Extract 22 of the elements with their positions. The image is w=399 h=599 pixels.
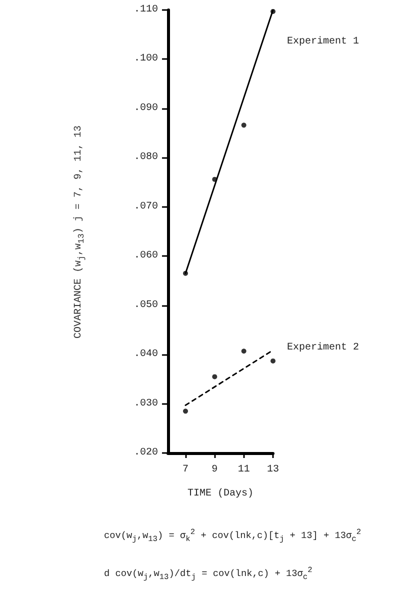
x-tick-label: 13 <box>266 464 280 476</box>
y-tick-label: .020 <box>134 448 158 458</box>
y-tick-label: .090 <box>134 102 158 114</box>
y-tick-label: .110 <box>134 4 158 16</box>
point <box>212 374 218 380</box>
point <box>241 122 246 128</box>
x-tick-label: 7 <box>182 464 189 476</box>
series-label: Experiment 2 <box>287 342 360 354</box>
text: Experiment 1 <box>287 36 360 48</box>
point <box>270 358 276 364</box>
y-tick-label: .070 <box>134 201 158 212</box>
x-axis-title: TIME (Days) <box>187 488 254 500</box>
x-tick-label: 11 <box>238 464 250 476</box>
x-tick-label: 9 <box>212 464 218 476</box>
point <box>183 408 188 414</box>
y-tick-label: .040 <box>134 349 158 360</box>
point <box>241 348 246 354</box>
y-tick-label: .030 <box>134 398 158 410</box>
y-tick-label: .050 <box>134 300 158 311</box>
y-tick-label: .060 <box>134 250 158 262</box>
y-tick-label: .100 <box>134 54 158 65</box>
y-tick-label: .080 <box>134 152 158 164</box>
